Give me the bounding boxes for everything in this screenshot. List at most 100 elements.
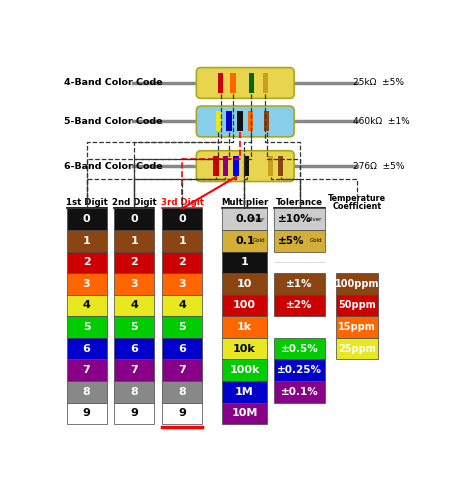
Bar [244,156,249,176]
Bar [114,230,155,252]
Bar [336,273,378,295]
Bar [66,316,107,338]
Text: 3: 3 [130,279,138,289]
Bar [114,316,155,338]
Bar [230,73,236,93]
Bar [274,381,325,402]
Text: 1M: 1M [235,387,254,397]
Text: 8: 8 [130,387,138,397]
Text: 5: 5 [130,322,138,332]
Text: 2: 2 [83,258,91,267]
Bar [274,208,325,230]
Bar [162,359,202,381]
Text: 9: 9 [82,408,91,418]
Text: Coefficient: Coefficient [333,202,382,210]
Text: 276Ω  ±5%: 276Ω ±5% [353,162,404,171]
Bar [222,295,267,316]
Bar [336,338,378,359]
Bar [66,208,107,230]
Text: 50ppm: 50ppm [338,300,376,311]
Bar [249,73,254,93]
Text: 1: 1 [178,236,186,246]
Bar [114,208,155,230]
FancyBboxPatch shape [196,68,294,98]
Text: 1: 1 [83,236,91,246]
Text: ±0.5%: ±0.5% [281,344,319,354]
Text: 2: 2 [178,258,186,267]
Bar [162,208,202,230]
Bar [274,338,325,359]
Bar [268,156,273,176]
Text: ±1%: ±1% [286,279,313,289]
Text: Tolerance: Tolerance [276,198,323,207]
Text: 0: 0 [178,214,186,224]
Bar [114,402,155,424]
Bar [222,381,267,402]
Bar [222,208,267,230]
Bar [336,295,378,316]
Bar [66,252,107,273]
Bar [274,230,325,252]
Text: Gold: Gold [253,238,265,243]
Bar [222,230,267,252]
Bar [114,252,155,273]
Bar [213,156,219,176]
Text: 9: 9 [178,408,186,418]
Bar [336,316,378,338]
Bar [162,252,202,273]
Text: 6-Band Color Code: 6-Band Color Code [64,162,163,171]
Bar [222,316,267,338]
Bar [278,156,283,176]
Text: 0: 0 [83,214,91,224]
Text: 3: 3 [83,279,91,289]
Bar [237,111,243,132]
Bar [222,273,267,295]
Text: 2nd Digit: 2nd Digit [112,198,157,207]
Text: 4: 4 [82,300,91,311]
Bar [216,111,221,132]
Text: 6: 6 [82,344,91,354]
Text: 1: 1 [241,258,248,267]
Bar [222,156,228,176]
Bar [66,402,107,424]
Bar [114,381,155,402]
FancyBboxPatch shape [196,151,294,181]
Bar [66,295,107,316]
Text: 8: 8 [83,387,91,397]
Text: 6: 6 [178,344,186,354]
Bar [114,295,155,316]
Text: 5: 5 [83,322,91,332]
Text: 25ppm: 25ppm [338,344,376,354]
Bar [222,338,267,359]
Bar [222,359,267,381]
Text: ±0.1%: ±0.1% [281,387,319,397]
Bar [162,230,202,252]
Bar [162,338,202,359]
Text: 0.1: 0.1 [236,236,255,246]
Bar [258,156,264,176]
Bar [274,273,325,295]
Text: 1st Digit: 1st Digit [66,198,108,207]
Bar [274,359,325,381]
Bar [233,156,239,176]
Bar [218,73,223,93]
Text: ±10%: ±10% [278,214,312,224]
Text: 7: 7 [83,365,91,375]
Text: Gold: Gold [310,238,322,243]
Bar [263,73,268,93]
Text: 1k: 1k [237,322,252,332]
Text: 15ppm: 15ppm [338,322,376,332]
Bar [248,111,253,132]
Text: 460kΩ  ±1%: 460kΩ ±1% [353,117,410,126]
Text: 0: 0 [130,214,138,224]
Text: 100: 100 [233,300,256,311]
Text: 2: 2 [130,258,138,267]
Bar [66,338,107,359]
Bar [114,359,155,381]
Text: 7: 7 [130,365,138,375]
Bar [264,111,270,132]
Text: 7: 7 [178,365,186,375]
Bar [162,381,202,402]
Text: 5: 5 [178,322,186,332]
Text: 8: 8 [178,387,186,397]
